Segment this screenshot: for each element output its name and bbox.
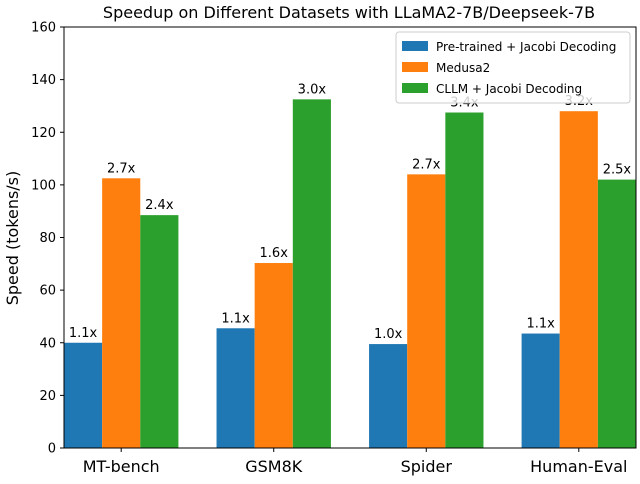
bar <box>407 174 446 448</box>
legend: Pre-trained + Jacobi Decoding Medusa2 CLLM… <box>395 31 631 104</box>
y-tick-label: 160 <box>31 21 56 36</box>
bar <box>292 99 331 448</box>
x-tick-label: Spider <box>401 457 453 476</box>
x-tick-label: GSM8K <box>245 457 303 476</box>
legend-swatch <box>402 62 428 72</box>
bars-layer <box>64 99 636 449</box>
legend-label: Pre-trained + Jacobi Decoding <box>436 40 616 54</box>
plot-frame <box>63 26 637 449</box>
bar <box>559 111 598 448</box>
y-tick-label: 120 <box>31 126 56 141</box>
bar <box>254 263 293 448</box>
y-tick-label: 20 <box>39 389 56 404</box>
legend-box <box>395 31 631 104</box>
bar <box>64 342 103 448</box>
y-tick-label: 60 <box>39 284 56 299</box>
bar <box>597 179 636 449</box>
bar <box>445 112 484 448</box>
x-tick-label: MT-bench <box>83 457 160 476</box>
bar-value-label: 2.7x <box>412 157 441 172</box>
y-tick-label: 80 <box>39 231 56 246</box>
bar-value-label: 1.0x <box>374 327 403 342</box>
bar-value-label: 1.1x <box>526 317 555 332</box>
bar <box>102 178 141 448</box>
y-tick-label: 140 <box>31 73 56 88</box>
bar-value-label: 1.1x <box>221 311 250 326</box>
bar <box>140 215 179 448</box>
bar-value-label: 2.7x <box>107 161 136 176</box>
y-tick-label: 40 <box>39 336 56 351</box>
bar-value-label: 3.0x <box>298 82 327 97</box>
bar-value-label: 2.4x <box>145 198 174 213</box>
bar-value-label: 1.1x <box>69 326 98 341</box>
bar-value-label: 2.5x <box>603 163 632 178</box>
legend-swatch <box>402 83 428 93</box>
legend-swatch <box>402 41 428 51</box>
bar <box>369 344 408 448</box>
bar <box>521 333 560 448</box>
bar-value-label: 1.6x <box>260 246 289 261</box>
legend-label: CLLM + Jacobi Decoding <box>436 82 582 96</box>
y-tick-label: 0 <box>48 442 56 457</box>
y-tick-label: 100 <box>31 178 56 193</box>
legend-label: Medusa2 <box>436 61 490 75</box>
chart-title: Speedup on Different Datasets with LLaMA… <box>103 3 595 22</box>
x-tick-label: Human-Eval <box>530 457 627 476</box>
bar <box>216 328 255 448</box>
y-axis-label: Speed (tokens/s) <box>3 171 22 306</box>
x-axis: MT-bench GSM8K Spider Human-Eval <box>83 448 627 476</box>
y-axis: 0 20 40 60 80 100 120 140 160 <box>31 21 64 457</box>
